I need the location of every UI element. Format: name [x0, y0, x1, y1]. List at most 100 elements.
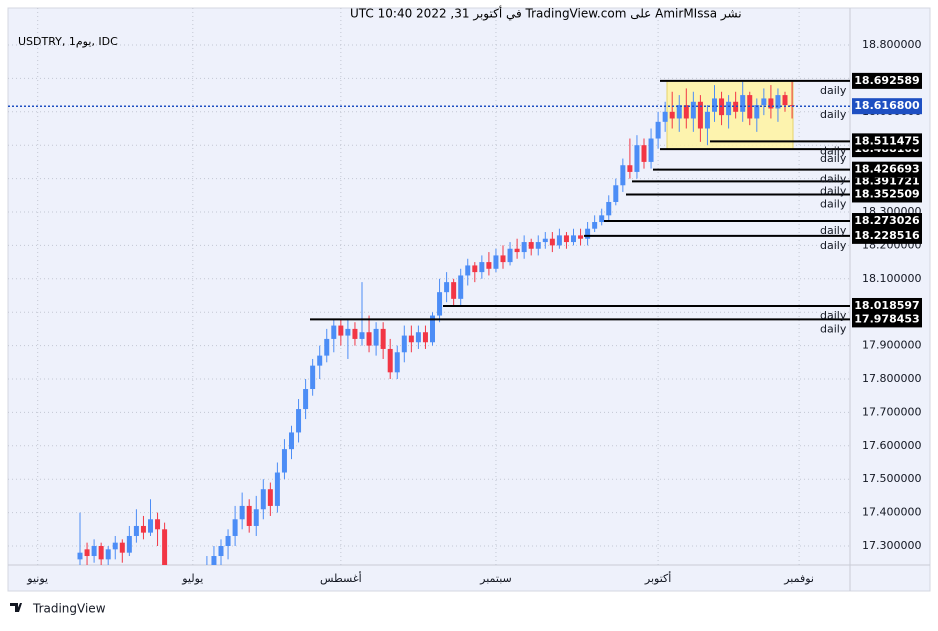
y-tick-label: 18.800000	[862, 38, 922, 51]
candle-body	[380, 328, 386, 349]
candle-body	[500, 255, 506, 263]
candle-body	[556, 235, 562, 246]
candle-body	[669, 111, 675, 119]
price-badge-label: 18.426693	[854, 163, 919, 176]
level-note: daily	[820, 197, 847, 210]
price-badge-label: 18.228516	[854, 229, 920, 242]
y-tick-label: 17.600000	[862, 439, 922, 452]
candle-body	[296, 409, 302, 433]
candle-body	[133, 525, 139, 536]
candle-body	[183, 596, 188, 627]
candle-body	[310, 365, 316, 390]
level-note: daily	[820, 108, 847, 121]
candle-body	[430, 315, 435, 343]
price-badge	[852, 186, 922, 203]
candle-body	[606, 201, 612, 216]
level-note: daily	[820, 309, 847, 322]
candle-body	[641, 145, 647, 162]
y-tick-label: 17.500000	[862, 472, 922, 485]
candle-body	[578, 235, 584, 239]
logo	[10, 603, 22, 612]
candle-body	[592, 222, 598, 229]
candle-body	[613, 185, 619, 202]
plot-area	[8, 8, 850, 627]
candle-body	[225, 535, 231, 546]
candle-body	[768, 98, 774, 109]
overlay: 17.300000 17.400000 17.500000 17.600000 17.7…	[26, 38, 922, 585]
level-note: daily	[820, 224, 847, 237]
price-badge-label: 18.511475	[854, 134, 919, 147]
candle-body	[140, 525, 146, 533]
price-badge	[852, 297, 922, 314]
candle-body	[507, 248, 513, 263]
price-badge-label: 18.018597	[854, 299, 919, 312]
candle-body	[119, 542, 125, 553]
footer: TradingView	[32, 602, 106, 616]
candle-body	[620, 165, 626, 186]
price-badge	[852, 227, 922, 244]
candle-body	[338, 325, 344, 336]
candle-body	[563, 235, 569, 243]
price-badge	[852, 72, 922, 89]
level-note: daily	[820, 173, 847, 186]
level-note: daily	[820, 84, 847, 97]
candle-body	[260, 489, 266, 510]
candle-body	[535, 242, 541, 249]
price-badge	[852, 161, 922, 178]
candle-body	[289, 432, 294, 450]
candle-body	[549, 238, 555, 246]
candle-body	[331, 325, 337, 339]
level-note: daily	[820, 144, 847, 157]
candle-body	[303, 389, 309, 410]
candle-body	[211, 556, 217, 565]
candle-body	[634, 145, 640, 172]
y-tick-label: 17.300000	[862, 539, 922, 552]
candle-body	[218, 546, 224, 557]
candle-body	[585, 228, 591, 239]
candle-body	[394, 352, 400, 373]
candle-body	[571, 235, 576, 243]
candle-body	[105, 549, 111, 560]
candle-body	[683, 105, 689, 119]
candle-body	[627, 165, 633, 172]
candle-body	[281, 449, 287, 473]
candle-body	[754, 105, 760, 119]
candle-body	[782, 95, 788, 106]
candle-body	[324, 338, 330, 356]
header: نشر AmirMIssa على TradingView.com في أكت…	[350, 6, 742, 22]
price-badge	[852, 311, 922, 328]
candle-body	[366, 332, 372, 346]
candle-body	[528, 242, 534, 249]
level-note: daily	[820, 239, 847, 252]
candle-body	[655, 121, 661, 139]
candle-body	[676, 105, 682, 119]
candle-body	[246, 505, 252, 526]
candle-body	[387, 348, 393, 373]
candle-body	[733, 101, 739, 112]
x-tick-label: أغسطس	[320, 571, 362, 585]
candle-body	[704, 111, 710, 129]
candle-body	[253, 509, 259, 526]
candle-body	[148, 519, 153, 533]
symbol-label: USDTRY, 1يوم, IDC	[18, 35, 118, 48]
x-tick-label: نوفمبر	[783, 572, 814, 585]
level-note: daily	[820, 184, 847, 197]
level-note: daily	[820, 152, 847, 165]
candle-body	[162, 529, 168, 565]
candle-body	[126, 535, 132, 553]
level-note: daily	[820, 322, 847, 335]
candle-body	[472, 265, 478, 273]
y-tick-label: 17.800000	[862, 372, 922, 385]
price-badge	[852, 133, 922, 150]
price-badge-label: 18.616800	[854, 99, 920, 112]
candle-body	[98, 546, 104, 560]
candle-body	[401, 335, 407, 353]
candle-body	[352, 328, 358, 339]
candle-body	[267, 489, 273, 506]
candle-body	[91, 546, 97, 557]
candle-body	[84, 549, 90, 557]
candle-body	[437, 292, 443, 316]
candle-body	[726, 101, 732, 116]
x-tick-label: يونيو	[26, 572, 48, 585]
y-tick-label: 17.400000	[862, 506, 922, 519]
